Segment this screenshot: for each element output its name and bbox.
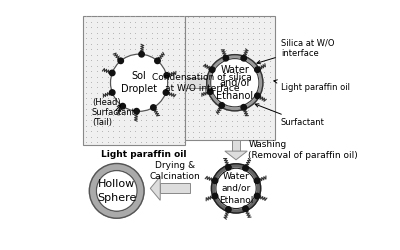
Circle shape [110, 70, 115, 76]
Circle shape [210, 67, 215, 72]
Circle shape [208, 89, 213, 94]
Polygon shape [150, 176, 160, 200]
Text: Hollow
Sphere: Hollow Sphere [97, 179, 136, 203]
Text: Light paraffin oil: Light paraffin oil [274, 80, 350, 92]
Text: Condensation of silica
at W/O interface: Condensation of silica at W/O interface [152, 73, 252, 93]
Polygon shape [225, 151, 247, 160]
Text: Water
and/or
Ethanol: Water and/or Ethanol [219, 172, 253, 205]
Circle shape [212, 164, 261, 213]
Bar [83, 16, 185, 145]
Circle shape [110, 90, 115, 95]
Circle shape [254, 178, 260, 184]
Text: Surfactant: Surfactant [255, 104, 325, 127]
Circle shape [241, 56, 246, 61]
Circle shape [241, 104, 246, 110]
Circle shape [164, 72, 170, 78]
Circle shape [216, 168, 256, 208]
Bar [232, 140, 240, 151]
Text: Light paraffin oil: Light paraffin oil [101, 150, 187, 159]
Circle shape [223, 56, 229, 61]
Bar [185, 78, 214, 88]
Circle shape [212, 178, 218, 184]
Circle shape [134, 108, 139, 114]
Text: Sol
Droplet: Sol Droplet [121, 71, 157, 94]
Circle shape [96, 170, 137, 211]
Circle shape [118, 58, 124, 64]
Circle shape [254, 193, 260, 199]
Circle shape [120, 104, 126, 109]
Circle shape [255, 93, 260, 98]
Text: Water
and/or
Ethanol: Water and/or Ethanol [216, 64, 253, 101]
Text: Drying &
Calcination: Drying & Calcination [150, 161, 200, 181]
Circle shape [226, 207, 231, 212]
Text: Silica at W/O
interface: Silica at W/O interface [257, 38, 334, 64]
Circle shape [163, 90, 169, 95]
Circle shape [155, 58, 160, 64]
Circle shape [211, 58, 259, 107]
Circle shape [243, 166, 248, 171]
Text: (Head)
Surfactant
(Tail): (Head) Surfactant (Tail) [92, 98, 136, 128]
Bar [185, 16, 274, 140]
Circle shape [212, 193, 218, 199]
Circle shape [110, 54, 168, 111]
Circle shape [226, 165, 231, 170]
Circle shape [89, 164, 144, 218]
Text: Washing
(Removal of paraffin oil): Washing (Removal of paraffin oil) [248, 140, 358, 160]
Circle shape [151, 105, 156, 110]
Circle shape [219, 102, 224, 108]
Polygon shape [214, 66, 225, 99]
Circle shape [243, 206, 248, 212]
Bar [160, 184, 190, 193]
Circle shape [255, 67, 260, 72]
Circle shape [207, 55, 263, 111]
Circle shape [139, 52, 144, 57]
